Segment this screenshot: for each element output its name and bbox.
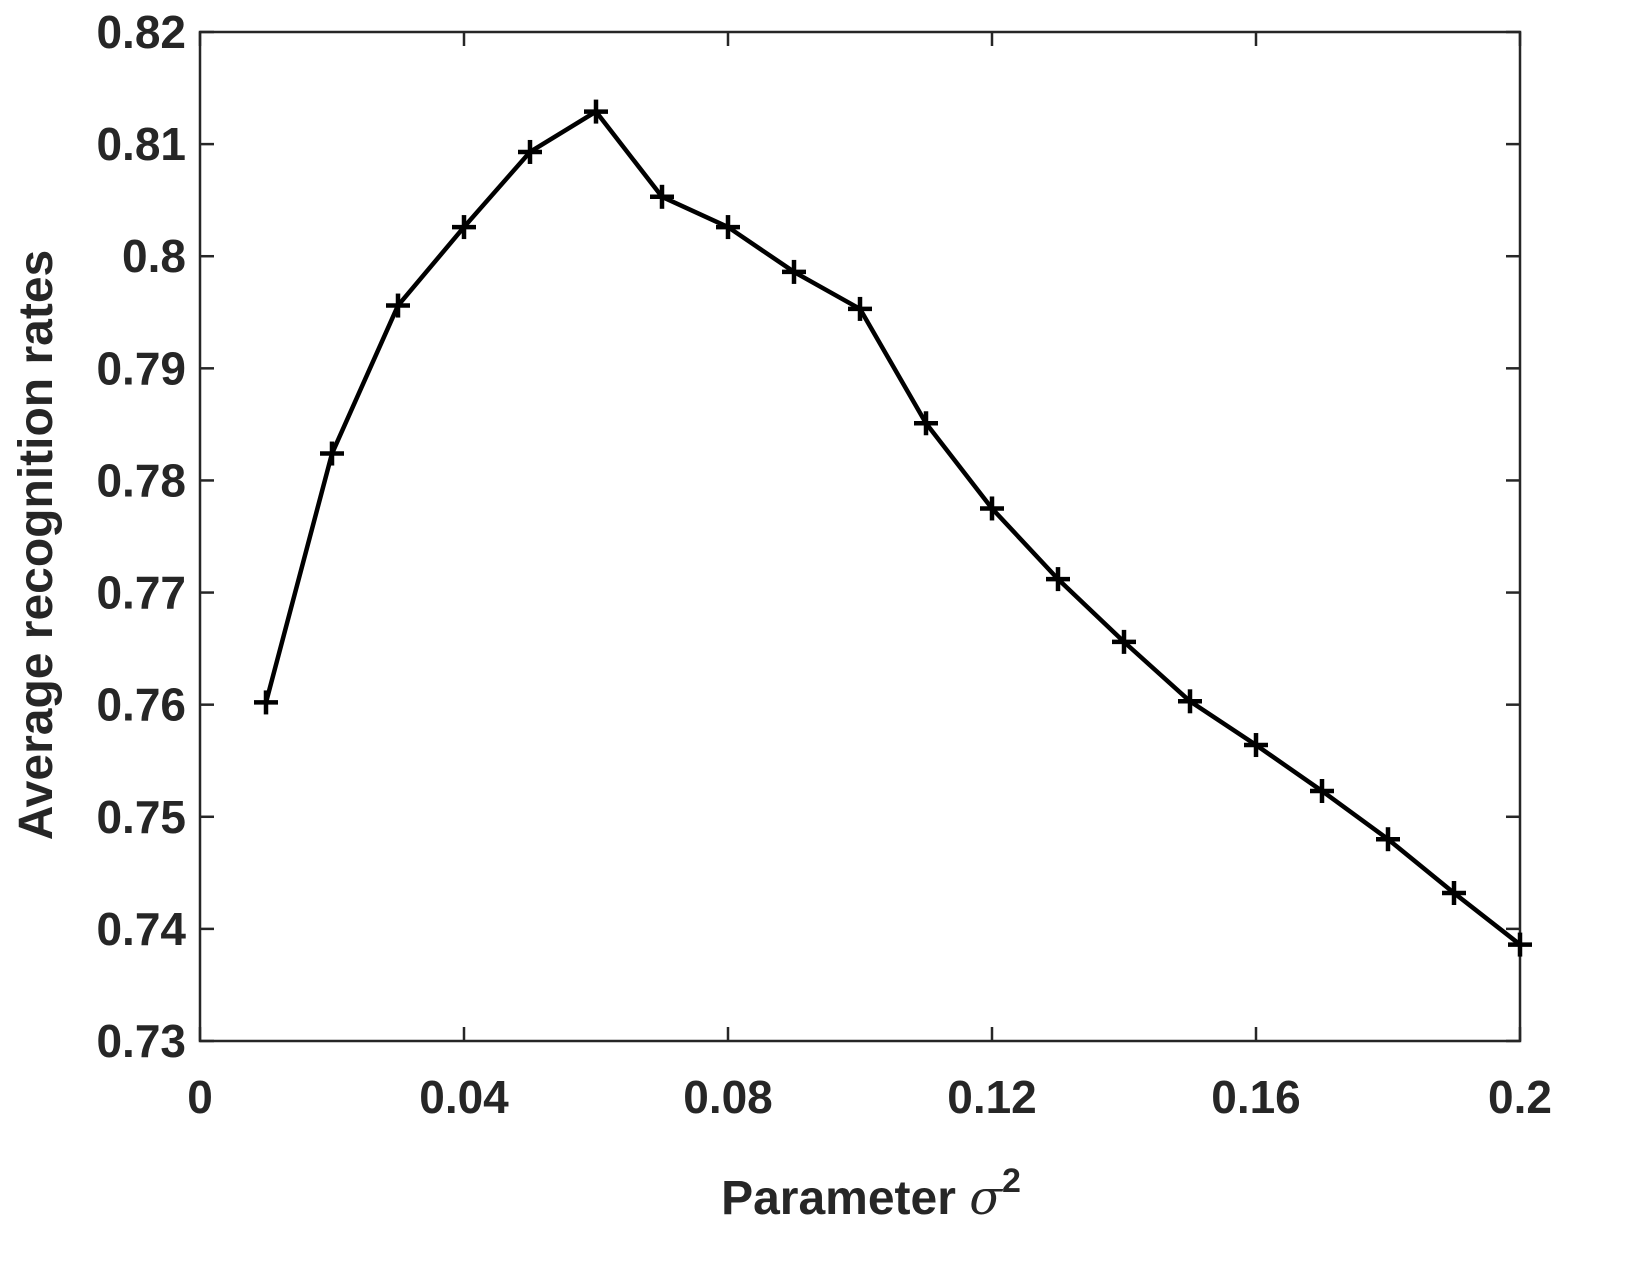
data-point-marker [980, 496, 1004, 521]
data-point-marker [1178, 689, 1202, 714]
data-point-marker [584, 99, 608, 124]
y-tick-label: 0.8 [122, 230, 186, 282]
data-point-marker [848, 296, 872, 321]
data-point-marker [1442, 881, 1466, 906]
data-point-marker [1508, 932, 1532, 957]
y-tick-label: 0.73 [96, 1015, 186, 1067]
y-axis-ticks: 0.73 0.74 0.75 0.76 0.77 0.78 0.79 0.8 0.81 0.82 [96, 6, 1520, 1067]
data-point-marker [1310, 778, 1334, 803]
x-axis-label: Parameter σ2 [721, 1162, 1021, 1226]
series-layer [254, 99, 1532, 957]
data-point-marker [386, 293, 410, 318]
y-tick-label: 0.78 [96, 454, 186, 506]
data-point-marker [1046, 567, 1070, 592]
y-tick-label: 0.79 [96, 342, 186, 394]
x-tick-label: 0.12 [947, 1071, 1037, 1123]
x-tick-label: 0.2 [1488, 1071, 1552, 1123]
y-tick-label: 0.75 [96, 791, 186, 843]
data-point-marker [452, 215, 476, 240]
data-point-marker [1244, 733, 1268, 758]
series-line [263, 109, 1522, 947]
x-tick-label: 0.08 [683, 1071, 773, 1123]
x-tick-label: 0.16 [1211, 1071, 1301, 1123]
y-tick-label: 0.81 [96, 118, 186, 170]
data-point-marker [1376, 827, 1400, 852]
x-tick-label: 0 [187, 1071, 213, 1123]
data-point-marker [716, 215, 740, 240]
x-tick-label: 0.04 [419, 1071, 509, 1123]
y-tick-label: 0.74 [96, 903, 186, 955]
data-point-marker [518, 139, 542, 164]
y-tick-label: 0.82 [96, 6, 186, 58]
data-point-marker [1112, 629, 1136, 654]
data-point-marker [320, 441, 344, 466]
plot-area [198, 30, 1522, 1043]
data-point-marker [782, 259, 806, 284]
x-axis-ticks: 0 0.04 0.08 0.12 0.16 0.2 [187, 32, 1552, 1123]
y-tick-label: 0.77 [96, 567, 186, 619]
data-point-marker [914, 411, 938, 436]
y-axis-label: Average recognition rates [10, 250, 63, 840]
data-point-marker [254, 690, 278, 715]
data-point-marker [650, 184, 674, 209]
axes-box [198, 30, 1522, 1043]
y-tick-label: 0.76 [96, 679, 186, 731]
